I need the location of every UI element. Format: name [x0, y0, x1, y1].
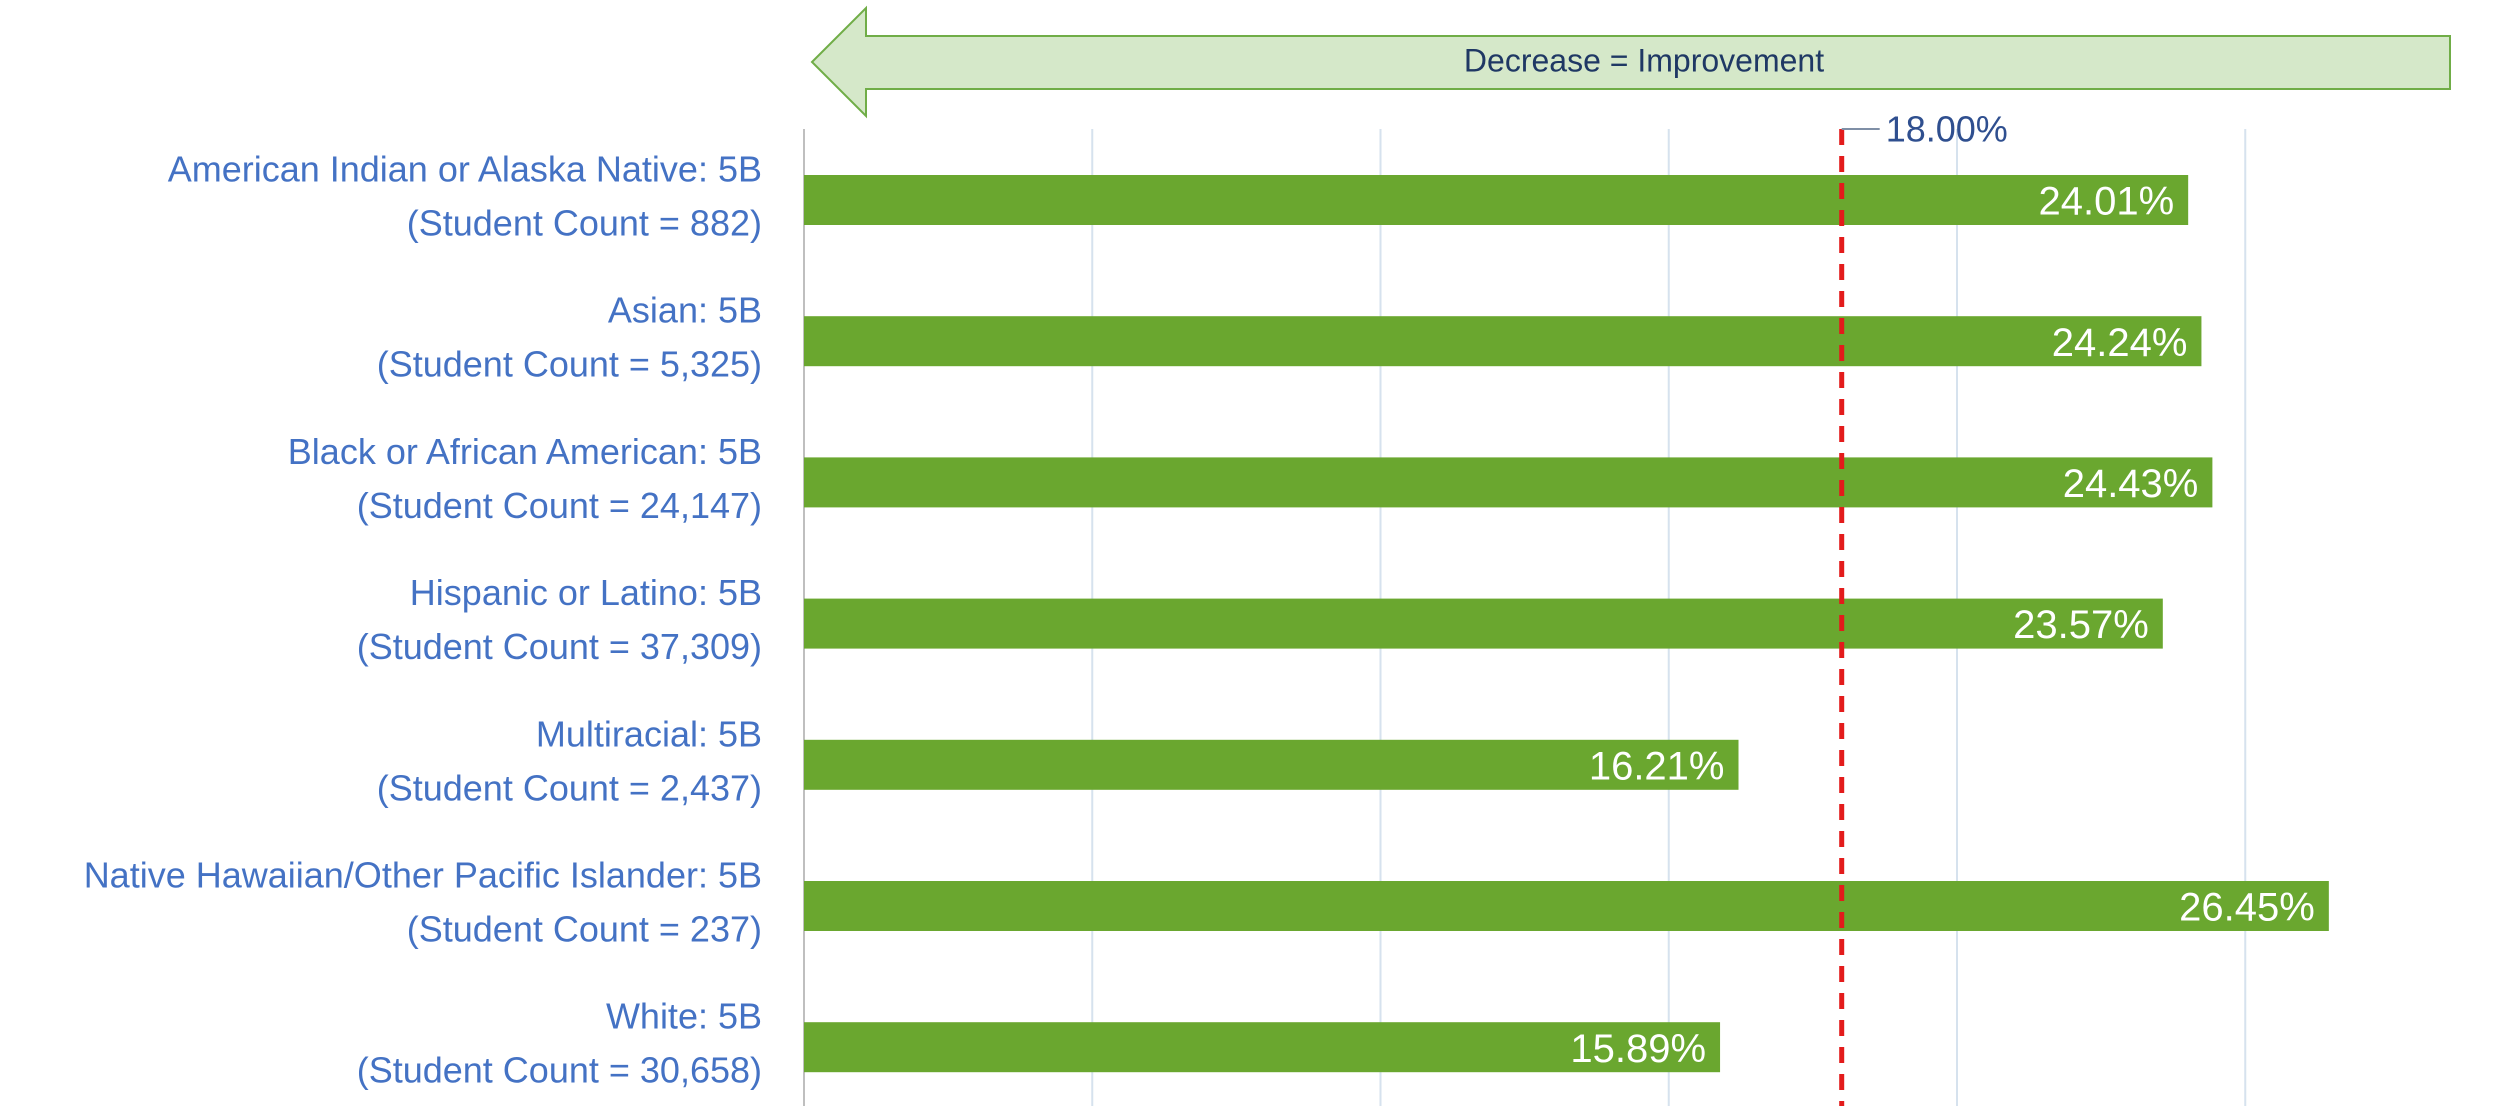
data-label: 24.24% [2052, 321, 2188, 365]
data-label: 15.89% [1570, 1027, 1706, 1071]
category-label: (Student Count = 5,325) [377, 344, 762, 385]
category-label: (Student Count = 30,658) [357, 1050, 762, 1091]
data-label: 24.01% [2039, 180, 2175, 224]
data-label: 26.45% [2179, 886, 2315, 930]
direction-arrow [810, 5, 2451, 119]
data-label: 16.21% [1589, 744, 1725, 788]
bar [804, 881, 2329, 931]
category-label: Hispanic or Latino: 5B [410, 572, 762, 613]
category-label: White: 5B [606, 996, 762, 1037]
category-label: Asian: 5B [608, 290, 762, 331]
category-label: Native Hawaiian/Other Pacific Islander: … [84, 855, 762, 896]
category-label: (Student Count = 237) [407, 909, 762, 950]
bar [804, 457, 2213, 508]
category-label: American Indian or Alaska Native: 5B [168, 149, 762, 190]
category-label: Multiracial: 5B [536, 713, 762, 754]
bar [804, 316, 2202, 367]
data-label: 23.57% [2013, 603, 2149, 647]
category-label: (Student Count = 37,309) [357, 626, 762, 667]
bar [804, 1022, 1721, 1073]
data-label: 24.43% [2063, 462, 2199, 506]
category-label: (Student Count = 882) [407, 203, 762, 244]
arrow-label: Decrease = Improvement [1464, 42, 1824, 78]
category-label: (Student Count = 2,437) [377, 767, 762, 808]
bar [804, 739, 1739, 790]
bar [804, 175, 2189, 225]
category-label: Black or African American: 5B [288, 431, 762, 472]
category-label: (Student Count = 24,147) [357, 485, 762, 526]
bar [804, 598, 2163, 649]
reference-label: 18.00% [1886, 109, 2008, 150]
